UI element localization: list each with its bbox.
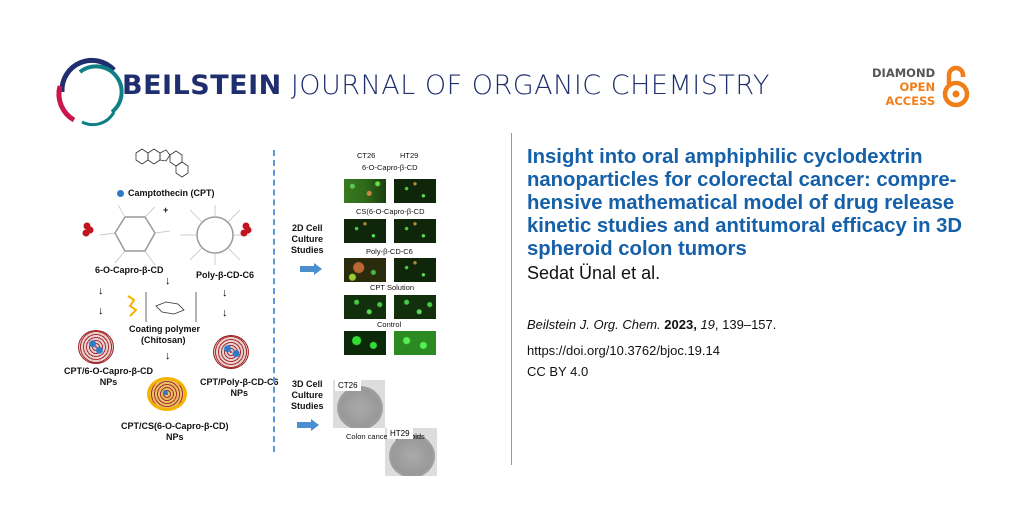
cpt-dot-icon: [117, 190, 124, 197]
capro-cyclodextrin-icon: [100, 205, 170, 265]
arrow-right-icon: [300, 263, 322, 275]
dashed-separator: [273, 150, 275, 452]
arrow-down: ↓: [222, 287, 228, 299]
micrograph: [344, 331, 386, 355]
row-label: Poly-β-CD-C6: [366, 247, 413, 256]
studies-3d-label: 3D Cell Culture Studies: [291, 379, 324, 411]
vertical-divider: [511, 133, 512, 465]
micrograph: [394, 331, 436, 355]
micrograph: [394, 258, 436, 282]
coating-polymer-label: Coating polymer: [129, 324, 201, 334]
arrow-down: ↓: [98, 285, 104, 297]
np-poly-icon: [213, 335, 249, 369]
doi-link[interactable]: https://doi.org/10.3762/bjoc.19.14: [527, 343, 720, 358]
poly-label: Poly-β-CD-C6: [196, 270, 254, 280]
arrow-down: ↓: [165, 275, 171, 287]
drug-cluster-icon: [82, 222, 94, 237]
plus-sign: +: [163, 205, 169, 215]
license: CC BY 4.0: [527, 364, 589, 379]
spheroid-ht29-image: HT29: [385, 428, 437, 476]
article-authors: Sedat Ünal et al.: [527, 263, 661, 283]
micrograph: [394, 295, 436, 319]
chitosan-structure-icon: [127, 292, 197, 322]
row-label: CPT Solution: [370, 283, 415, 292]
micrograph: [344, 179, 386, 203]
row-label: Control: [377, 320, 402, 329]
np-capro-label: CPT/6-O-Capro-β-CD NPs: [64, 366, 153, 387]
camptothecin-label: Camptothecin (CPT): [128, 188, 215, 198]
np-chitosan-label: CPT/CS(6-O-Capro-β-CD) NPs: [121, 421, 229, 442]
np-chitosan-icon: [147, 377, 187, 411]
journal-name: BEILSTEIN JOURNAL OF ORGANIC CHEMISTRY: [122, 70, 770, 101]
arrow-right-icon: [297, 419, 319, 431]
arrow-down: ↓: [98, 305, 104, 317]
open-access-lock-icon: [942, 65, 970, 108]
column-ct26: CT26: [357, 151, 376, 160]
row-label: 6-O-Capro-β-CD: [362, 163, 418, 172]
micrograph: [344, 258, 386, 282]
micrograph: [394, 219, 436, 243]
article-title: Insight into oral amphiphilic cyclodextr…: [527, 146, 963, 260]
micrograph: [344, 295, 386, 319]
chitosan-label: (Chitosan): [141, 335, 186, 345]
drug-cluster-icon: [240, 222, 252, 237]
capro-label: 6-O-Capro-β-CD: [95, 265, 164, 275]
beilstein-logo-icon: [56, 57, 124, 127]
np-capro-icon: [78, 330, 114, 364]
arrow-down: ↓: [165, 350, 171, 362]
camptothecin-structure-icon: [135, 148, 189, 178]
spheroid-ct26-image: CT26: [333, 380, 385, 428]
np-poly-label: CPT/Poly-β-CD-C6 NPs: [200, 377, 279, 398]
studies-2d-label: 2D Cell Culture Studies: [291, 223, 324, 255]
micrograph: [344, 219, 386, 243]
poly-cyclodextrin-icon: [180, 205, 250, 265]
column-ht29: HT29: [400, 151, 419, 160]
spheroids-caption: Colon cancer spheroids: [346, 432, 425, 441]
graphical-abstract: Camptothecin (CPT) + 6-O-Capro-β-CD Poly…: [0, 0, 500, 512]
diamond-open-access-label: DIAMOND OPEN ACCESS: [872, 66, 936, 108]
arrow-down: ↓: [222, 307, 228, 319]
micrograph: [394, 179, 436, 203]
row-label: CS(6-O-Capro-β-CD: [356, 207, 425, 216]
citation: Beilstein J. Org. Chem. 2023, 19, 139–15…: [527, 317, 777, 332]
